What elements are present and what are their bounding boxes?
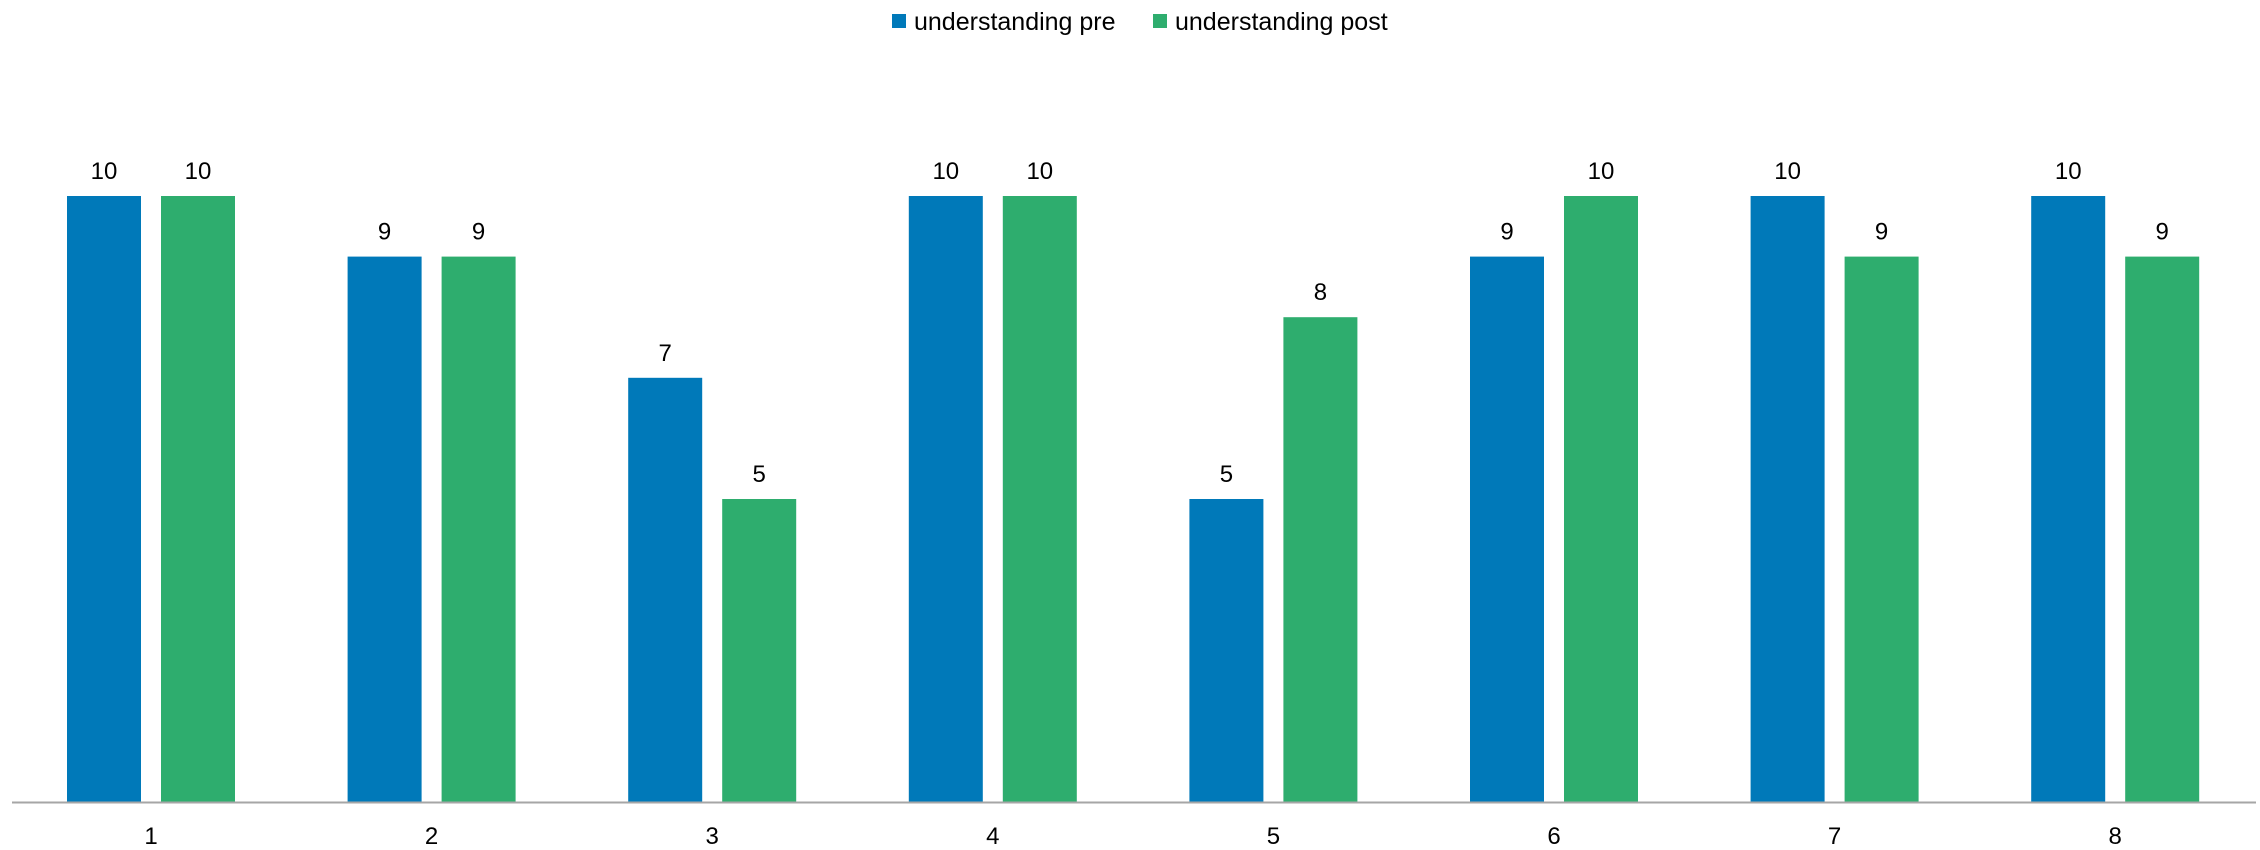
data-label-pre-7: 10 <box>1774 158 1801 185</box>
data-label-pre-5: 5 <box>1220 461 1233 488</box>
data-label-post-6: 10 <box>1588 158 1615 185</box>
bar-pre-6 <box>1470 256 1544 803</box>
data-label-pre-1: 10 <box>91 158 118 185</box>
bar-post-4 <box>1002 196 1077 802</box>
bars-group <box>67 196 2200 803</box>
data-label-post-4: 10 <box>1026 158 1053 185</box>
legend-swatch-1 <box>892 14 906 28</box>
data-label-post-7: 9 <box>1875 219 1888 246</box>
data-label-post-2: 9 <box>472 219 485 246</box>
data-label-post-8: 9 <box>2156 219 2169 246</box>
bar-pre-1 <box>67 196 141 802</box>
bar-pre-3 <box>628 377 703 802</box>
data-labels-group: 10 10 9 9 7 5 10 10 5 8 9 10 10 9 10 9 <box>91 158 2169 488</box>
bar-pre-7 <box>1750 196 1825 802</box>
x-tick-label-4: 4 <box>986 823 999 850</box>
bar-pre-5 <box>1189 499 1264 802</box>
data-label-pre-2: 9 <box>378 219 391 246</box>
data-label-pre-6: 9 <box>1500 219 1513 246</box>
data-label-pre-3: 7 <box>659 340 672 367</box>
x-tick-label-7: 7 <box>1828 823 1841 850</box>
legend-label-1: understanding pre <box>914 8 1116 36</box>
x-tick-label-8: 8 <box>2109 823 2122 850</box>
data-label-pre-4: 10 <box>932 158 959 185</box>
data-label-post-5: 8 <box>1314 279 1327 306</box>
x-tick-label-1: 1 <box>144 823 157 850</box>
bar-post-1 <box>161 196 235 802</box>
bar-post-7 <box>1844 256 1919 803</box>
bar-post-2 <box>441 256 516 803</box>
bar-post-5 <box>1283 317 1358 802</box>
x-tick-label-3: 3 <box>706 823 719 850</box>
x-tick-label-2: 2 <box>425 823 438 850</box>
bar-pre-2 <box>347 256 422 803</box>
bar-pre-8 <box>2031 196 2106 802</box>
legend: understanding pre understanding post <box>892 8 1388 36</box>
data-label-post-3: 5 <box>753 461 766 488</box>
bar-post-6 <box>1564 196 1638 802</box>
bar-post-3 <box>722 499 797 802</box>
data-label-post-1: 10 <box>185 158 212 185</box>
x-tick-label-6: 6 <box>1547 823 1560 850</box>
legend-swatch-2 <box>1153 14 1167 28</box>
x-tick-labels-group: 1 2 3 4 5 6 7 8 <box>144 823 2122 850</box>
bar-pre-4 <box>908 196 983 802</box>
x-tick-label-5: 5 <box>1267 823 1280 850</box>
legend-label-2: understanding post <box>1175 8 1388 36</box>
bar-post-8 <box>2125 256 2200 803</box>
data-label-pre-8: 10 <box>2055 158 2082 185</box>
